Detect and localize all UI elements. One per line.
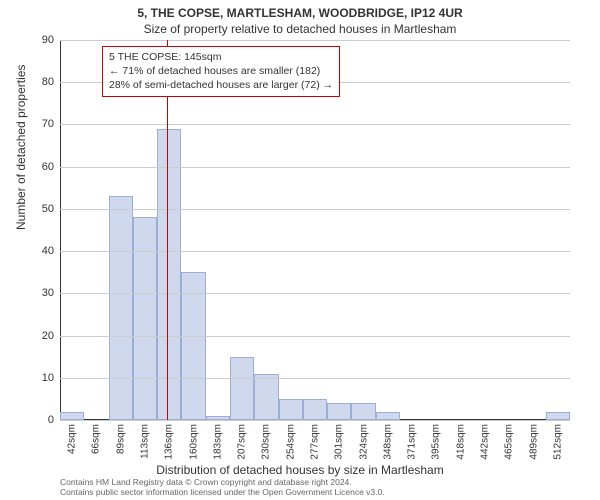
- ytick-label: 50: [24, 203, 54, 215]
- xtick-label: 442sqm: [480, 424, 491, 460]
- histogram-bar: [303, 399, 327, 420]
- gridline: [60, 251, 570, 252]
- gridline: [60, 420, 570, 421]
- xtick-label: 42sqm: [67, 424, 78, 454]
- chart-title-main: 5, THE COPSE, MARTLESHAM, WOODBRIDGE, IP…: [0, 0, 600, 20]
- histogram-bar: [376, 412, 400, 420]
- xtick-label: 348sqm: [382, 424, 393, 460]
- xtick-label: 512sqm: [552, 424, 563, 460]
- histogram-bar: [279, 399, 303, 420]
- ytick-label: 30: [24, 287, 54, 299]
- xtick-label: 395sqm: [431, 424, 442, 460]
- histogram-bar: [254, 374, 278, 420]
- reference-line-marker: [167, 40, 169, 420]
- histogram-bar: [546, 412, 570, 420]
- histogram-bar: [133, 217, 157, 420]
- xtick-label: 301sqm: [334, 424, 345, 460]
- xtick-label: 183sqm: [212, 424, 223, 460]
- ytick-label: 80: [24, 76, 54, 88]
- footer-line1: Contains HM Land Registry data © Crown c…: [60, 477, 385, 487]
- gridline: [60, 293, 570, 294]
- ytick-label: 20: [24, 330, 54, 342]
- ytick-label: 60: [24, 161, 54, 173]
- bars-group: [60, 40, 570, 420]
- histogram-bar: [181, 272, 205, 420]
- gridline: [60, 167, 570, 168]
- xtick-label: 113sqm: [140, 424, 151, 459]
- annotation-line3: 28% of semi-detached houses are larger (…: [109, 78, 333, 92]
- xtick-label: 465sqm: [504, 424, 515, 460]
- xtick-label: 277sqm: [310, 424, 321, 460]
- chart-container: 5, THE COPSE, MARTLESHAM, WOODBRIDGE, IP…: [0, 0, 600, 500]
- xtick-label: 324sqm: [358, 424, 369, 460]
- histogram-bar: [60, 412, 84, 420]
- xtick-label: 418sqm: [455, 424, 466, 460]
- gridline: [60, 209, 570, 210]
- gridline: [60, 40, 570, 41]
- xtick-label: 254sqm: [285, 424, 296, 460]
- ytick-label: 0: [24, 414, 54, 426]
- x-axis-label: Distribution of detached houses by size …: [0, 463, 600, 477]
- xtick-label: 136sqm: [164, 424, 175, 460]
- ytick-label: 90: [24, 34, 54, 46]
- xtick-label: 89sqm: [115, 424, 126, 454]
- chart-title-sub: Size of property relative to detached ho…: [0, 22, 600, 36]
- footer-attribution: Contains HM Land Registry data © Crown c…: [60, 477, 385, 497]
- xtick-label: 66sqm: [91, 424, 102, 454]
- xtick-label: 230sqm: [261, 424, 272, 460]
- histogram-bar: [327, 403, 351, 420]
- ytick-label: 40: [24, 245, 54, 257]
- annotation-box: 5 THE COPSE: 145sqm ← 71% of detached ho…: [102, 46, 340, 97]
- xtick-label: 371sqm: [407, 424, 418, 460]
- plot-area: 5 THE COPSE: 145sqm ← 71% of detached ho…: [60, 40, 570, 420]
- histogram-bar: [230, 357, 254, 420]
- footer-line2: Contains public sector information licen…: [60, 487, 385, 497]
- histogram-bar: [351, 403, 375, 420]
- ytick-label: 70: [24, 118, 54, 130]
- annotation-line2: ← 71% of detached houses are smaller (18…: [109, 64, 333, 78]
- xtick-label: 160sqm: [188, 424, 199, 460]
- xtick-label: 207sqm: [237, 424, 248, 460]
- annotation-line1: 5 THE COPSE: 145sqm: [109, 50, 333, 64]
- histogram-bar: [109, 196, 133, 420]
- gridline: [60, 378, 570, 379]
- gridline: [60, 336, 570, 337]
- xtick-label: 489sqm: [528, 424, 539, 460]
- gridline: [60, 124, 570, 125]
- histogram-bar: [157, 129, 181, 420]
- ytick-label: 10: [24, 372, 54, 384]
